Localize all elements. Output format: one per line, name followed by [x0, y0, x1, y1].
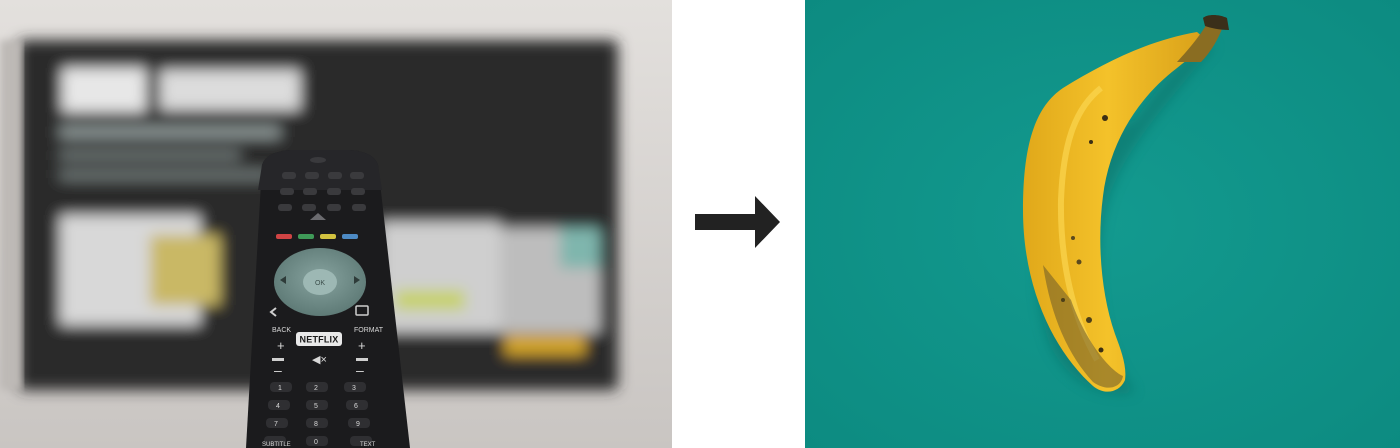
- home-icon: [310, 213, 326, 220]
- ch-bar-icon: [356, 358, 368, 361]
- svg-text:2: 2: [314, 385, 318, 392]
- dpad-right-icon: [354, 276, 360, 284]
- banana-bruise: [1043, 265, 1123, 388]
- svg-text:1: 1: [278, 385, 282, 392]
- back-icon: [269, 307, 277, 317]
- svg-text:4: 4: [276, 403, 280, 410]
- svg-text:5: 5: [314, 403, 318, 410]
- subtitle-label: SUBTITLE: [262, 442, 291, 448]
- vol-minus-icon: –: [274, 362, 282, 378]
- ok-button: [303, 269, 337, 295]
- banana: [1023, 32, 1211, 392]
- svg-text:0: 0: [314, 439, 318, 446]
- dpad-left-icon: [280, 276, 286, 284]
- svg-text:9: 9: [356, 421, 360, 428]
- back-label: BACK: [272, 327, 291, 334]
- left-photo: OK BACK FORMAT + + NETFLIX ◀× – –: [0, 0, 672, 448]
- number-pad: [264, 382, 372, 446]
- remote-top-buttons: [278, 157, 366, 211]
- green-button: [298, 234, 314, 239]
- svg-text:6: 6: [354, 403, 358, 410]
- right-arrow-icon: [695, 196, 780, 248]
- right-photo: [805, 0, 1400, 448]
- text-label: TEXT: [360, 442, 376, 448]
- mute-icon: ◀×: [312, 354, 327, 366]
- right-photo-scene: [805, 0, 1400, 448]
- red-button: [276, 234, 292, 239]
- ok-label: OK: [315, 280, 325, 287]
- svg-text:7: 7: [274, 421, 278, 428]
- yellow-button: [320, 234, 336, 239]
- ch-minus-icon: –: [356, 362, 364, 378]
- blue-button: [342, 234, 358, 239]
- left-photo-scene: OK BACK FORMAT + + NETFLIX ◀× – –: [0, 0, 672, 448]
- svg-text:3: 3: [352, 385, 356, 392]
- tv-bezel-left: [0, 40, 22, 390]
- ch-plus-icon: +: [358, 338, 366, 353]
- transition-area: [672, 0, 805, 448]
- options-icon: [355, 305, 369, 316]
- remote-control: OK BACK FORMAT + + NETFLIX ◀× – –: [246, 150, 410, 448]
- vol-bar-icon: [272, 358, 284, 361]
- number-labels: 1 2 3 4 5 6 7 8 9 0: [274, 385, 360, 446]
- netflix-button: [296, 332, 342, 346]
- svg-text:8: 8: [314, 421, 318, 428]
- netflix-label: NETFLIX: [300, 335, 339, 345]
- vol-plus-icon: +: [277, 338, 285, 353]
- format-label: FORMAT: [354, 327, 384, 334]
- banana-stem: [1177, 15, 1229, 62]
